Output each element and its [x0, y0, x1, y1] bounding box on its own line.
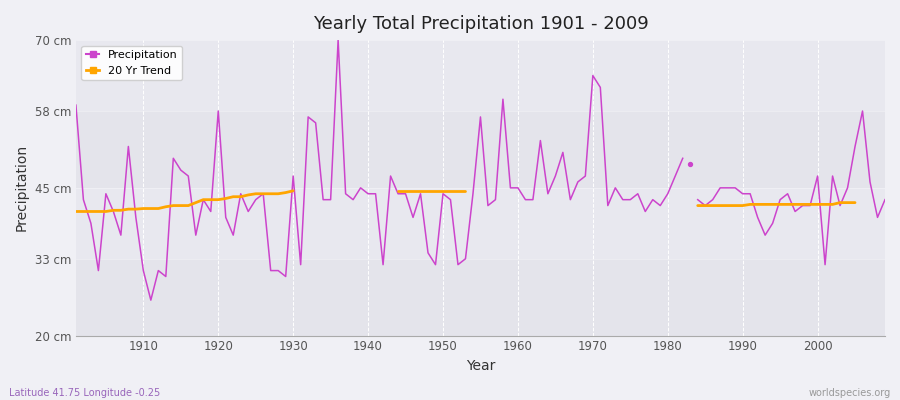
Point: [683, 161, 698, 168]
Bar: [76, 111, 885, 188]
Title: Yearly Total Precipitation 1901 - 2009: Yearly Total Precipitation 1901 - 2009: [312, 15, 648, 33]
Bar: [76, 259, 885, 336]
Y-axis label: Precipitation: Precipitation: [15, 144, 29, 232]
X-axis label: Year: Year: [466, 359, 495, 373]
Bar: [76, 40, 885, 111]
Text: Latitude 41.75 Longitude -0.25: Latitude 41.75 Longitude -0.25: [9, 388, 160, 398]
Bar: [76, 188, 885, 259]
Text: worldspecies.org: worldspecies.org: [809, 388, 891, 398]
Legend: Precipitation, 20 Yr Trend: Precipitation, 20 Yr Trend: [82, 46, 183, 80]
